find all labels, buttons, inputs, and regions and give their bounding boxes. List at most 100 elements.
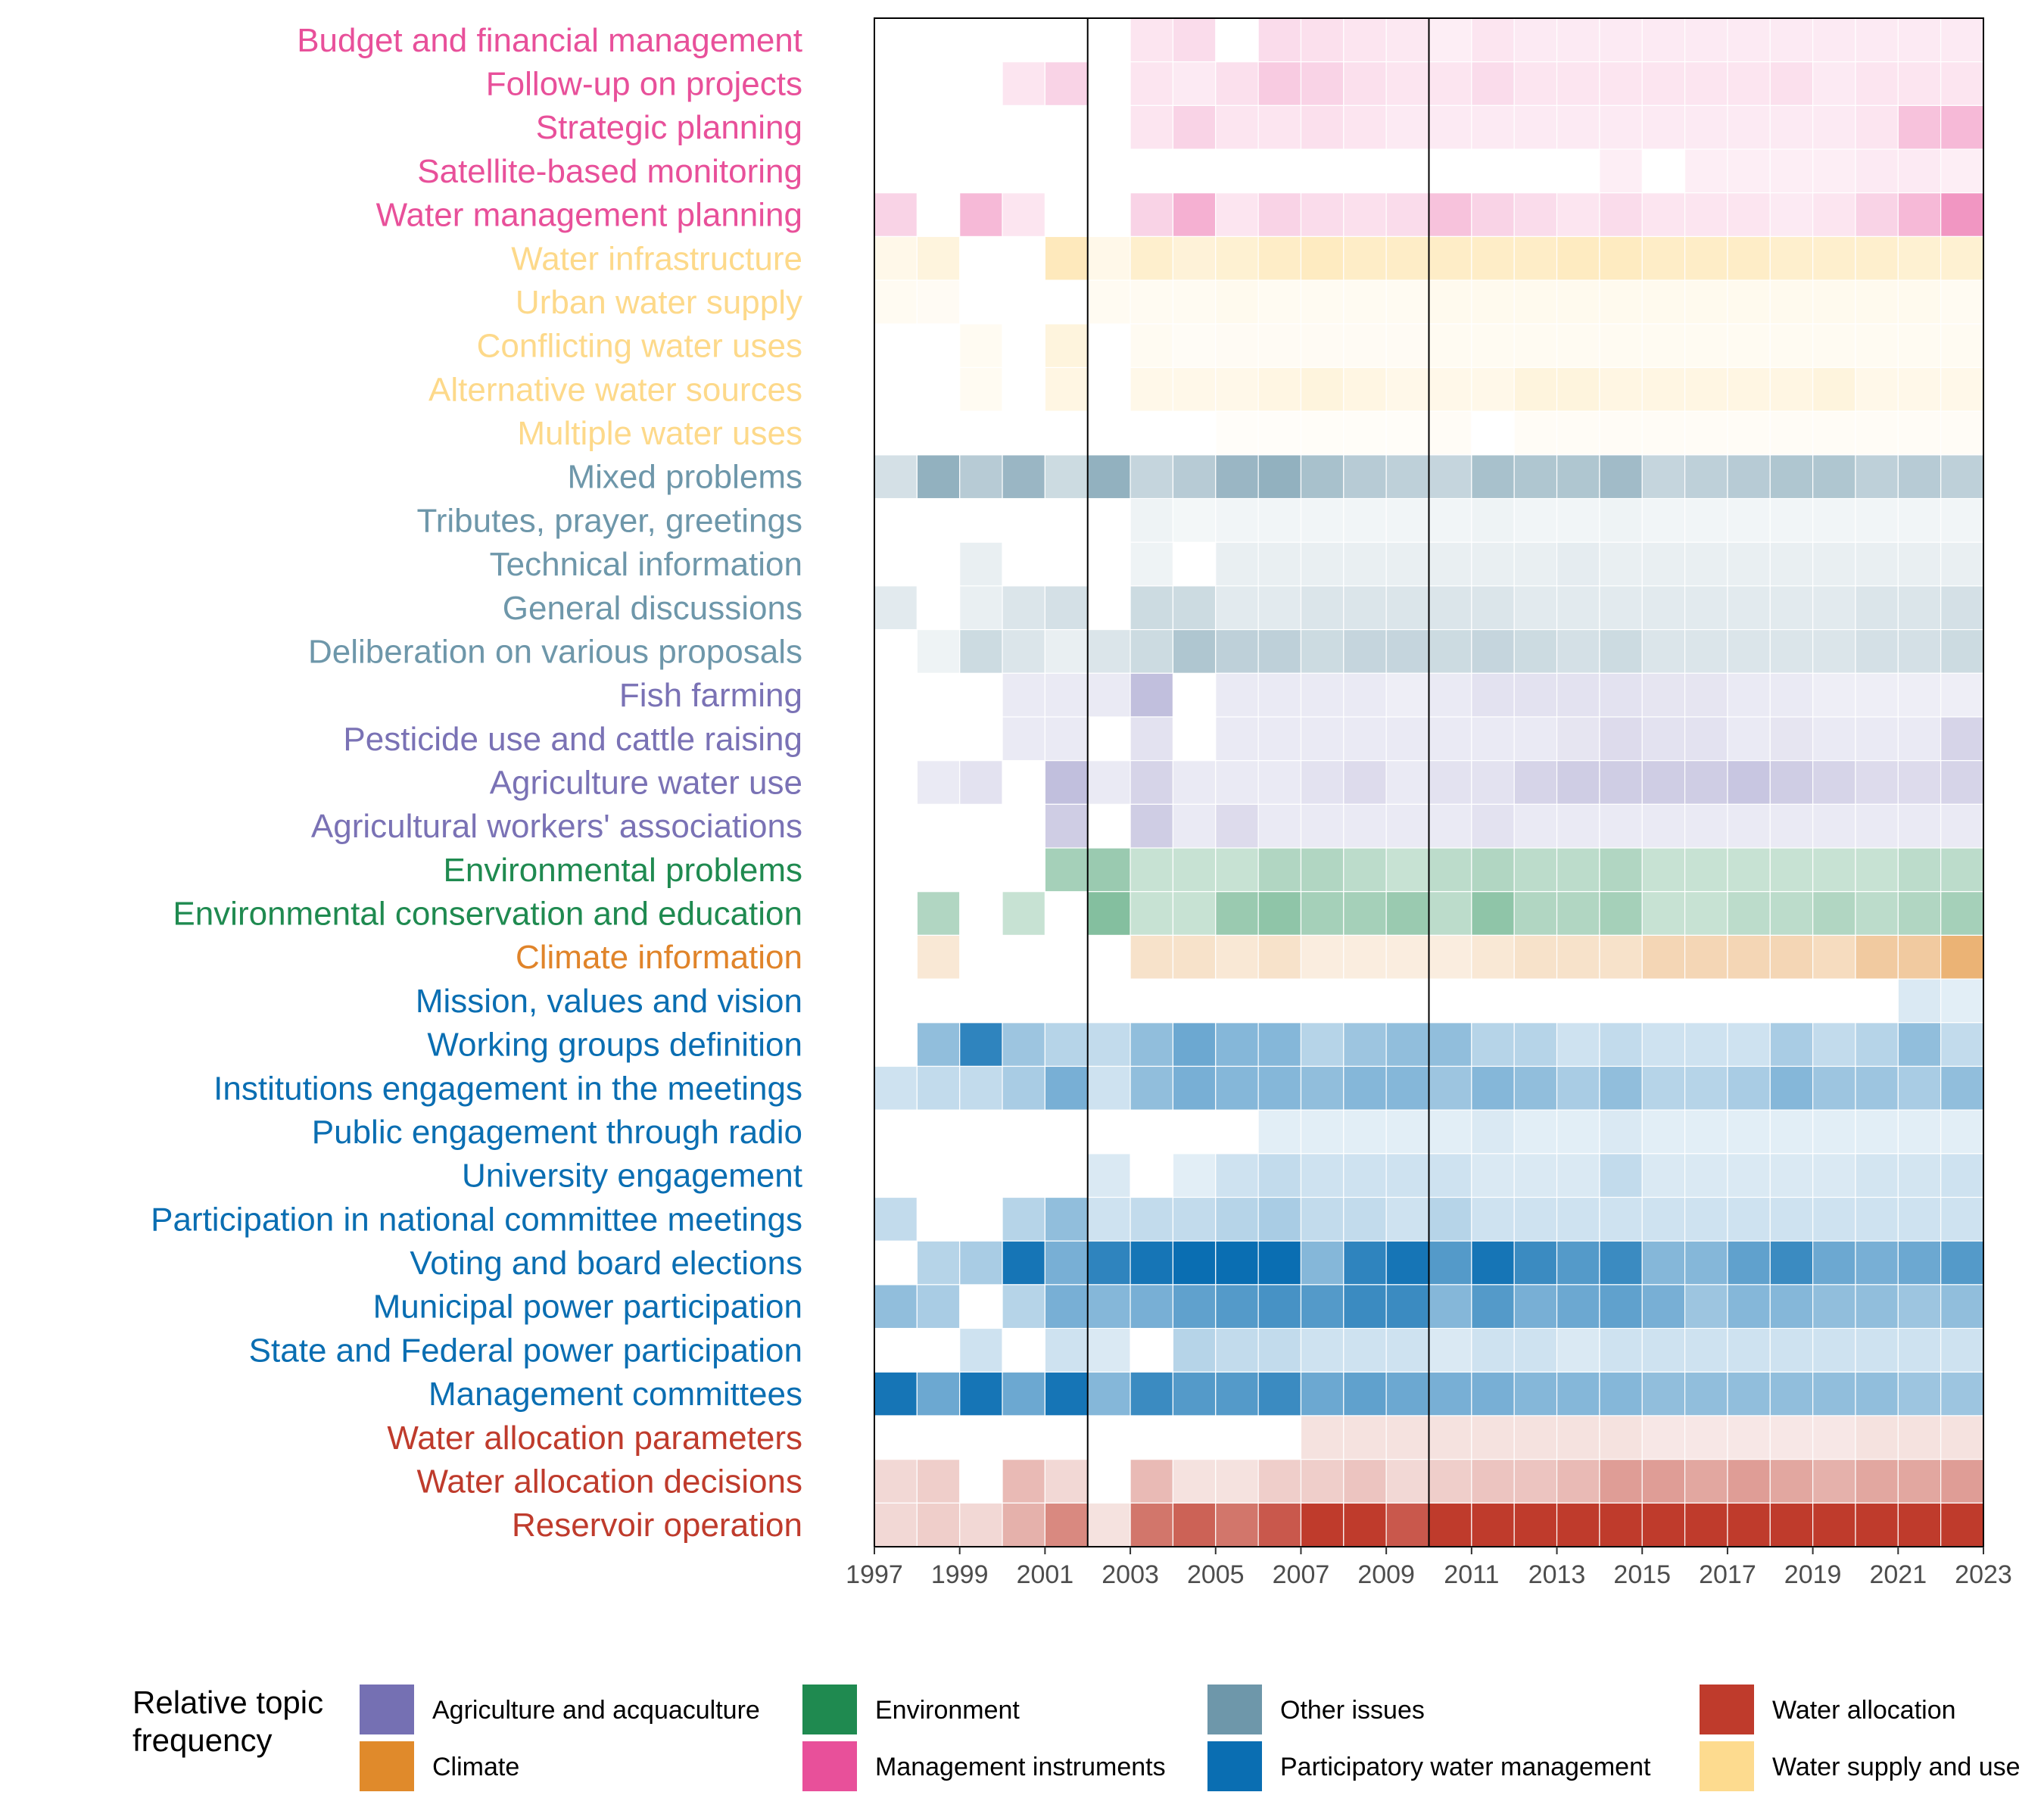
cell-environmental-problems-2018	[1769, 847, 1814, 893]
cell-water-infrastructure-2012	[1513, 235, 1558, 281]
cell-pesticide-use-and-cattle-raising-2020	[1855, 716, 1899, 762]
cell-urban-water-supply-2017	[1727, 279, 1771, 325]
cell-voting-and-board-elections-1999	[959, 1240, 1003, 1286]
cell-deliberation-on-various-proposals-2011	[1471, 628, 1515, 674]
cell-university-engagement-2005	[1215, 1153, 1259, 1198]
cell-university-engagement-2011	[1471, 1153, 1515, 1198]
row-label-agricultural-workers-associations: Agricultural workers' associations	[311, 808, 802, 845]
cell-institutions-engagement-in-the-meetings-2006	[1257, 1065, 1302, 1111]
cell-water-management-planning-2020	[1855, 192, 1899, 238]
cell-agricultural-workers-associations-2020	[1855, 803, 1899, 849]
cell-water-allocation-parameters-2015	[1641, 1415, 1686, 1460]
cell-municipal-power-participation-2000	[1002, 1284, 1045, 1329]
cell-environmental-conservation-and-education-2018	[1769, 891, 1814, 936]
cell-state-and-federal-power-participation-2013	[1556, 1327, 1600, 1373]
cell-voting-and-board-elections-2007	[1300, 1240, 1344, 1286]
cell-fish-farming-2007	[1300, 672, 1344, 718]
cell-climate-information-2009	[1385, 934, 1430, 980]
cell-technical-information-1999	[959, 541, 1003, 587]
cell-institutions-engagement-in-the-meetings-2018	[1769, 1065, 1814, 1111]
cell-agricultural-workers-associations-2015	[1641, 803, 1686, 849]
cell-climate-information-2020	[1855, 934, 1899, 980]
cell-follow-up-on-projects-2022	[1940, 61, 1984, 106]
cell-strategic-planning-2016	[1684, 104, 1728, 150]
x-tick-label-2015: 2015	[1613, 1560, 1671, 1589]
cell-municipal-power-participation-1998	[916, 1284, 961, 1329]
cell-public-engagement-through-radio-2011	[1471, 1109, 1515, 1155]
row-label-state-and-federal-power-participation: State and Federal power participation	[249, 1332, 802, 1369]
cell-environmental-conservation-and-education-2012	[1513, 891, 1558, 936]
cell-municipal-power-participation-2006	[1257, 1284, 1302, 1329]
cell-management-committees-2017	[1727, 1371, 1771, 1417]
row-label-university-engagement: University engagement	[462, 1158, 802, 1195]
cell-university-engagement-2007	[1300, 1153, 1344, 1198]
cell-fish-farming-2014	[1599, 672, 1643, 718]
cell-agricultural-workers-associations-2003	[1129, 803, 1174, 849]
cell-state-and-federal-power-participation-1999	[959, 1327, 1003, 1373]
cell-budget-and-financial-management-2007	[1300, 17, 1344, 63]
cell-urban-water-supply-2005	[1215, 279, 1259, 325]
cell-water-management-planning-2014	[1599, 192, 1643, 238]
cell-climate-information-2016	[1684, 934, 1728, 980]
cell-water-allocation-parameters-2011	[1471, 1415, 1515, 1460]
cell-agriculture-water-use-2021	[1897, 760, 1942, 805]
cell-water-allocation-decisions-2003	[1129, 1459, 1174, 1504]
cell-climate-information-2013	[1556, 934, 1600, 980]
cell-water-management-planning-2016	[1684, 192, 1728, 238]
cell-agriculture-water-use-2003	[1129, 760, 1174, 805]
row-label-multiple-water-uses: Multiple water uses	[517, 415, 802, 452]
cell-state-and-federal-power-participation-2006	[1257, 1327, 1302, 1373]
cell-strategic-planning-2014	[1599, 104, 1643, 150]
cell-general-discussions-1997	[874, 585, 918, 631]
cell-agricultural-workers-associations-2016	[1684, 803, 1728, 849]
cell-tributes-prayer-greetings-2022	[1940, 497, 1984, 543]
cell-urban-water-supply-2010	[1428, 279, 1472, 325]
cell-follow-up-on-projects-2003	[1129, 61, 1174, 106]
cell-budget-and-financial-management-2022	[1940, 17, 1984, 63]
cell-technical-information-2020	[1855, 541, 1899, 587]
cell-water-infrastructure-2015	[1641, 235, 1686, 281]
cell-general-discussions-2006	[1257, 585, 1302, 631]
cell-pesticide-use-and-cattle-raising-2010	[1428, 716, 1472, 762]
cell-reservoir-operation-2006	[1257, 1502, 1302, 1547]
cell-conflicting-water-uses-2001	[1044, 323, 1089, 369]
cell-water-management-planning-2015	[1641, 192, 1686, 238]
cell-budget-and-financial-management-2009	[1385, 17, 1430, 63]
x-tick-label-2005: 2005	[1187, 1560, 1245, 1589]
cell-deliberation-on-various-proposals-2014	[1599, 628, 1643, 674]
cell-satellite-based-monitoring-2022	[1940, 148, 1984, 194]
cell-alternative-water-sources-2004	[1172, 366, 1217, 412]
cell-institutions-engagement-in-the-meetings-2015	[1641, 1065, 1686, 1111]
cell-climate-information-2014	[1599, 934, 1643, 980]
cell-general-discussions-2000	[1002, 585, 1045, 631]
cell-water-allocation-parameters-2008	[1343, 1415, 1387, 1460]
cell-fish-farming-2009	[1385, 672, 1430, 718]
cell-agriculture-water-use-2019	[1812, 760, 1856, 805]
row-label-mixed-problems: Mixed problems	[567, 459, 802, 496]
cell-tributes-prayer-greetings-2017	[1727, 497, 1771, 543]
cell-strategic-planning-2009	[1385, 104, 1430, 150]
cell-agricultural-workers-associations-2011	[1471, 803, 1515, 849]
cell-voting-and-board-elections-2006	[1257, 1240, 1302, 1286]
cell-budget-and-financial-management-2008	[1343, 17, 1387, 63]
cell-strategic-planning-2010	[1428, 104, 1472, 150]
cell-working-groups-definition-2007	[1300, 1022, 1344, 1067]
cell-climate-information-1998	[916, 934, 961, 980]
cell-fish-farming-2001	[1044, 672, 1089, 718]
cell-mixed-problems-2013	[1556, 454, 1600, 500]
cell-agriculture-water-use-1998	[916, 760, 961, 805]
cell-working-groups-definition-2012	[1513, 1022, 1558, 1067]
cell-water-infrastructure-2011	[1471, 235, 1515, 281]
cell-working-groups-definition-1999	[959, 1022, 1003, 1067]
cell-water-allocation-parameters-2022	[1940, 1415, 1984, 1460]
x-tick-label-2021: 2021	[1869, 1560, 1927, 1589]
cell-pesticide-use-and-cattle-raising-2008	[1343, 716, 1387, 762]
cell-water-allocation-parameters-2007	[1300, 1415, 1344, 1460]
cell-mixed-problems-2020	[1855, 454, 1899, 500]
cell-institutions-engagement-in-the-meetings-2012	[1513, 1065, 1558, 1111]
cell-participation-in-national-committee-meetings-2011	[1471, 1196, 1515, 1242]
cell-agriculture-water-use-2012	[1513, 760, 1558, 805]
cell-voting-and-board-elections-2000	[1002, 1240, 1045, 1286]
cell-environmental-problems-2014	[1599, 847, 1643, 893]
cell-agriculture-water-use-2018	[1769, 760, 1814, 805]
